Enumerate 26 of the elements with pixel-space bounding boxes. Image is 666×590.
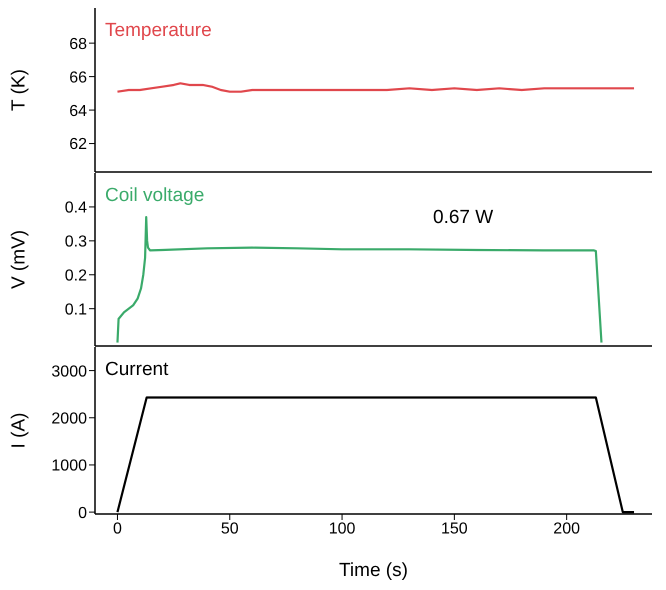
x-tick-label: 200 bbox=[553, 520, 580, 538]
y-tick-label: 62 bbox=[69, 136, 88, 154]
y-tick-label: 0.2 bbox=[64, 267, 88, 284]
series-label: Current bbox=[105, 359, 168, 381]
x-tick-label: 50 bbox=[220, 520, 239, 538]
series-label: Coil voltage bbox=[105, 185, 204, 207]
y-tick-label: 64 bbox=[69, 102, 88, 120]
x-tick-label: 0 bbox=[113, 520, 122, 538]
y-tick-label: 2000 bbox=[51, 410, 88, 428]
y-axis-title: I (A) bbox=[8, 412, 30, 448]
line-series bbox=[116, 82, 636, 93]
text: Temperature bbox=[105, 20, 212, 42]
x-tick-label: 150 bbox=[441, 520, 468, 538]
y-tick-label: 0 bbox=[78, 504, 88, 522]
y-tick-label: 0.1 bbox=[64, 301, 88, 318]
y-tick-label: 68 bbox=[69, 36, 88, 53]
y-axis-title: T (K) bbox=[8, 69, 30, 111]
y-tick-label: 3000 bbox=[51, 363, 88, 380]
annotation: 0.67 W bbox=[433, 207, 494, 229]
y-tick-label: 0.3 bbox=[64, 234, 88, 251]
y-tick-label: 66 bbox=[69, 69, 88, 86]
y-tick-label: 0.4 bbox=[64, 200, 88, 217]
y-tick-label: 1000 bbox=[51, 458, 88, 475]
x-tick-label: 100 bbox=[328, 520, 356, 538]
y-axis-title: V (mV) bbox=[8, 230, 30, 290]
x-axis-title: Time (s) bbox=[339, 560, 408, 581]
